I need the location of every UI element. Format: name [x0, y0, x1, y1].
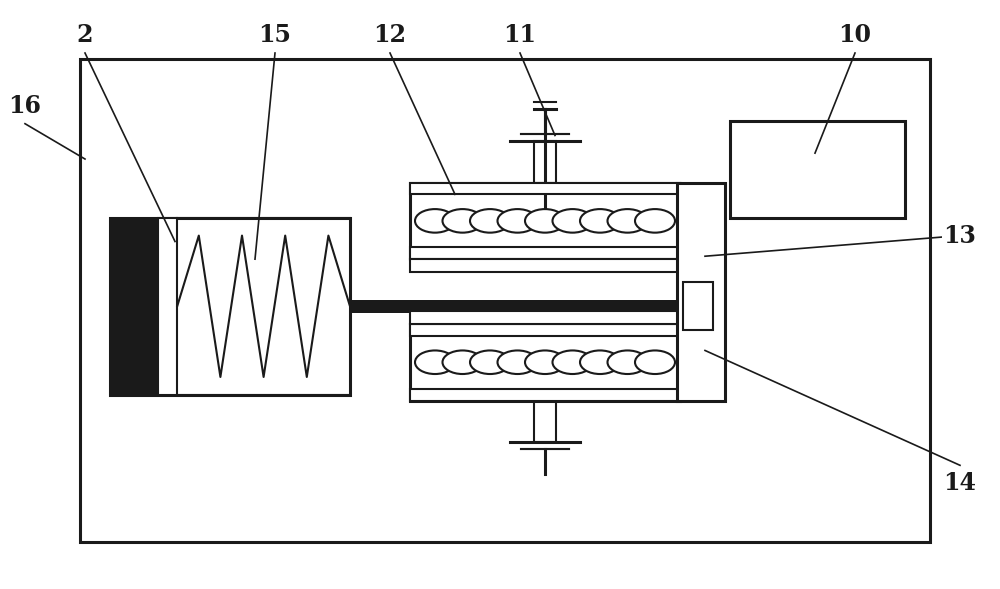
- Bar: [410, 324, 680, 401]
- Bar: [410, 311, 680, 324]
- Text: 11: 11: [504, 24, 536, 47]
- Text: 16: 16: [8, 94, 42, 118]
- Text: 14: 14: [944, 471, 976, 495]
- Circle shape: [608, 350, 648, 374]
- Bar: [534, 401, 556, 442]
- Circle shape: [635, 209, 675, 233]
- Text: 10: 10: [838, 24, 872, 47]
- Bar: [350, 300, 690, 313]
- Circle shape: [470, 350, 510, 374]
- Circle shape: [552, 209, 592, 233]
- Text: 2: 2: [77, 24, 93, 47]
- Bar: [410, 183, 680, 194]
- Bar: [410, 259, 680, 272]
- Text: 15: 15: [259, 24, 291, 47]
- Bar: [410, 183, 680, 259]
- Circle shape: [525, 209, 565, 233]
- Bar: [110, 218, 158, 395]
- Circle shape: [498, 209, 538, 233]
- Bar: [677, 183, 725, 401]
- Bar: [158, 218, 177, 395]
- Circle shape: [470, 209, 510, 233]
- Bar: [534, 141, 556, 183]
- Circle shape: [552, 350, 592, 374]
- Text: 13: 13: [944, 224, 976, 247]
- Circle shape: [498, 350, 538, 374]
- Circle shape: [442, 209, 482, 233]
- Bar: [410, 389, 680, 401]
- Bar: [410, 324, 680, 336]
- Bar: [730, 121, 905, 218]
- Circle shape: [442, 350, 482, 374]
- Bar: [683, 282, 713, 330]
- Bar: [80, 59, 930, 542]
- Circle shape: [635, 350, 675, 374]
- Circle shape: [415, 209, 455, 233]
- Bar: [110, 218, 350, 395]
- Circle shape: [580, 209, 620, 233]
- Circle shape: [525, 350, 565, 374]
- Circle shape: [580, 350, 620, 374]
- Text: 12: 12: [374, 24, 406, 47]
- Circle shape: [608, 209, 648, 233]
- Circle shape: [415, 350, 455, 374]
- Bar: [410, 247, 680, 259]
